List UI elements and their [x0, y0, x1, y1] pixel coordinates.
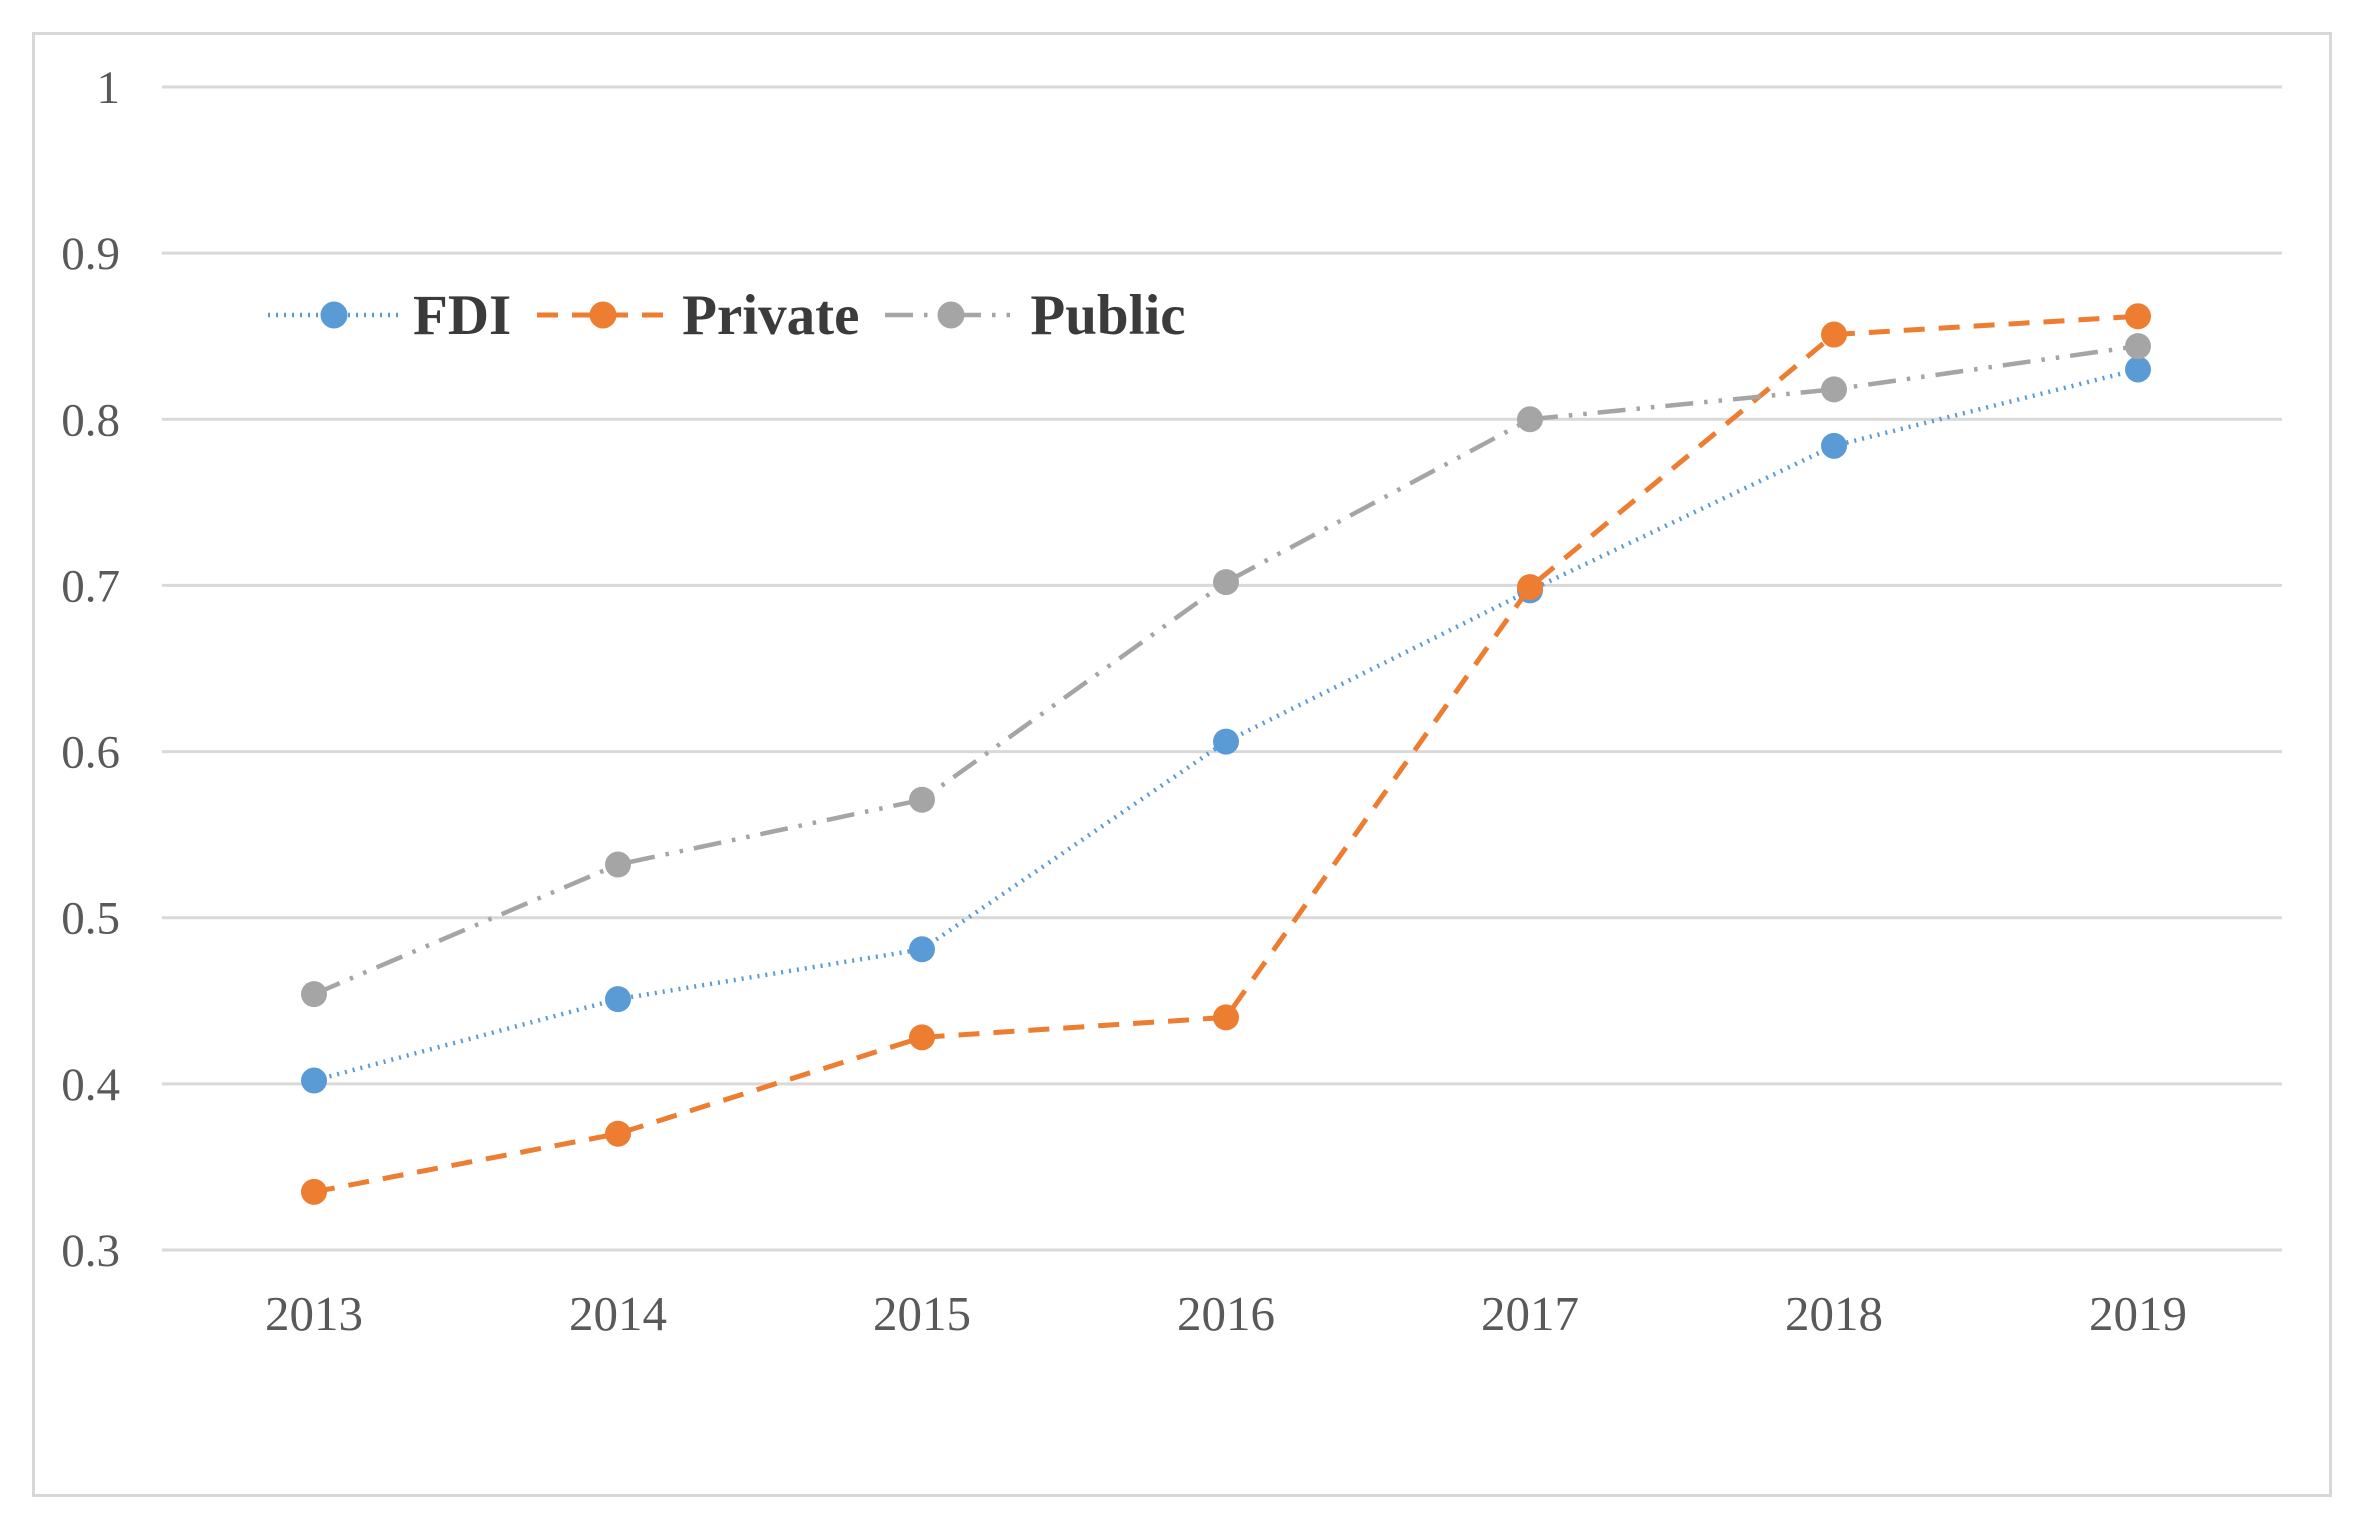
y-tick-label: 0.4	[61, 1059, 120, 1111]
legend-line-sample-public	[885, 301, 1018, 329]
data-point-public-2014	[605, 851, 631, 878]
data-point-private-2017	[1517, 574, 1543, 601]
legend-label-public: Public	[1030, 283, 1186, 347]
data-point-public-2019	[2125, 333, 2151, 360]
data-point-private-2015	[909, 1024, 935, 1051]
legend-marker-icon	[937, 301, 965, 329]
data-point-fdi-2016	[1213, 728, 1239, 755]
legend-item-private: Private	[537, 283, 885, 348]
y-tick-label: 0.7	[61, 560, 120, 612]
series-line-public	[313, 343, 2139, 997]
series-line-fdi	[313, 367, 2139, 1083]
data-point-private-2014	[605, 1120, 631, 1147]
data-point-fdi-2018	[1821, 432, 1847, 459]
y-tick-label: 0.3	[61, 1225, 120, 1277]
x-tick-label: 2019	[2089, 1286, 2187, 1341]
x-tick-label: 2018	[1785, 1286, 1883, 1341]
y-tick-label: 0.9	[61, 228, 120, 280]
data-point-fdi-2015	[909, 936, 935, 963]
data-point-private-2018	[1821, 321, 1847, 348]
chart-legend: FDI Private Public	[268, 283, 1212, 347]
data-point-private-2019	[2125, 303, 2151, 330]
legend-item-fdi: FDI	[268, 283, 537, 348]
data-point-public-2015	[909, 786, 935, 813]
x-tick-label: 2013	[265, 1286, 363, 1341]
x-tick-label: 2017	[1481, 1286, 1579, 1341]
data-point-public-2018	[1821, 376, 1847, 403]
legend-label-private: Private	[682, 283, 860, 347]
data-point-fdi-2019	[2125, 356, 2151, 383]
y-tick-label: 0.6	[61, 727, 120, 779]
chart-frame	[32, 32, 2332, 1497]
y-tick-label: 1	[97, 62, 121, 114]
legend-marker-icon	[320, 301, 348, 329]
x-tick-label: 2014	[569, 1286, 667, 1341]
legend-line-sample-fdi	[268, 301, 400, 329]
y-tick-label: 0.5	[61, 893, 120, 945]
data-point-private-2016	[1213, 1004, 1239, 1031]
data-point-public-2017	[1517, 406, 1543, 433]
data-point-public-2016	[1213, 569, 1239, 596]
x-tick-label: 2015	[873, 1286, 971, 1341]
legend-item-public: Public	[885, 283, 1211, 348]
legend-line-sample-private	[537, 301, 670, 329]
x-tick-label: 2016	[1177, 1286, 1275, 1341]
data-point-fdi-2014	[605, 986, 631, 1013]
data-point-public-2013	[301, 981, 327, 1008]
data-point-fdi-2013	[301, 1067, 327, 1094]
legend-marker-icon	[589, 301, 617, 329]
y-tick-label: 0.8	[61, 394, 120, 446]
legend-label-fdi: FDI	[413, 283, 512, 347]
data-point-private-2013	[301, 1178, 327, 1205]
